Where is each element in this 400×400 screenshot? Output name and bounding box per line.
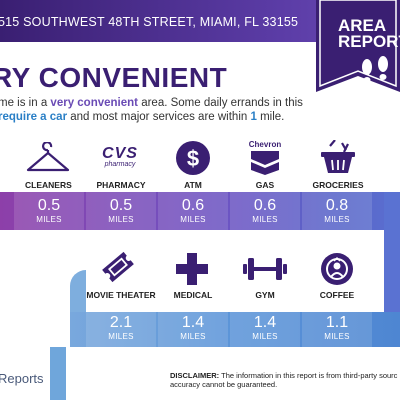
service-label-gym: GYM <box>255 290 275 300</box>
distance-value-groceries: 0.8 <box>325 197 349 214</box>
distance-band-row1 <box>0 192 400 230</box>
distance-band-row2 <box>70 312 400 347</box>
service-label-movie-theater: MOVIE THEATER <box>86 290 156 300</box>
distance-cell <box>230 312 300 347</box>
distance-cell <box>302 312 372 347</box>
disclaimer: DISCLAIMER: The information in this repo… <box>170 371 398 389</box>
distance-unit: MILES <box>180 332 206 341</box>
distance-value-gas: 0.6 <box>253 197 277 214</box>
distance-value-gym: 1.4 <box>253 314 277 331</box>
ticket-icon <box>102 251 134 283</box>
distance-unit: MILES <box>324 332 350 341</box>
distance-value-pharmacy: 0.5 <box>109 197 133 214</box>
distance-unit: MILES <box>180 215 206 224</box>
distance-value-coffee: 1.1 <box>325 314 349 331</box>
distance-value-cleaners: 0.5 <box>37 197 61 214</box>
svg-text:$: $ <box>187 146 199 171</box>
service-label-coffee: COFFEE <box>319 290 355 300</box>
hanger-icon <box>26 142 70 172</box>
distance-cell <box>158 192 228 230</box>
service-label-pharmacy: PHARMACY <box>96 180 146 190</box>
convenience-headline: RY CONVENIENT <box>0 62 228 93</box>
distance-cell <box>86 192 156 230</box>
summary-line-1: me is in a very convenient area. Some da… <box>0 97 303 109</box>
badge-title-line2: REPORT <box>338 32 400 51</box>
area-report-badge <box>316 0 400 92</box>
distance-value-atm: 0.6 <box>181 197 205 214</box>
chevron-logo: Chevron <box>247 140 283 175</box>
service-label-medical: MEDICAL <box>173 290 213 300</box>
dollar-icon: $ <box>176 141 210 175</box>
brand-name: Reports <box>0 371 44 386</box>
summary-line-2: require a car and most major services ar… <box>0 111 285 123</box>
band-connector-bottom <box>50 347 66 400</box>
distance-cell <box>230 192 300 230</box>
badge-title-line1: AREA <box>338 16 387 35</box>
service-label-gas: GAS <box>255 180 275 190</box>
distance-unit: MILES <box>324 215 350 224</box>
distance-unit: MILES <box>108 215 134 224</box>
distance-value-movie-theater: 2.1 <box>109 314 133 331</box>
band-connector-right <box>384 192 400 312</box>
distance-unit: MILES <box>252 332 278 341</box>
dumbbell-icon <box>243 258 287 280</box>
service-label-cleaners: CLEANERS <box>25 180 72 190</box>
distance-cell <box>86 312 156 347</box>
band-connector-left <box>70 270 86 312</box>
service-label-groceries: GROCERIES <box>312 180 364 190</box>
cvs-pharmacy-logo: CVS pharmacy <box>102 145 138 168</box>
distance-cell <box>302 192 372 230</box>
grocery-basket-icon <box>321 140 355 173</box>
distance-unit: MILES <box>252 215 278 224</box>
distance-unit: MILES <box>36 215 62 224</box>
footprints-icon <box>362 56 388 83</box>
medical-cross-icon <box>176 253 208 285</box>
distance-unit: MILES <box>108 332 134 341</box>
service-label-atm: ATM <box>184 180 202 190</box>
distance-cell <box>158 312 228 347</box>
distance-cell <box>14 192 84 230</box>
property-address: 515 SOUTHWEST 48TH STREET, MIAMI, FL 331… <box>0 15 299 29</box>
starbucks-logo <box>321 253 353 285</box>
distance-value-medical: 1.4 <box>181 314 205 331</box>
